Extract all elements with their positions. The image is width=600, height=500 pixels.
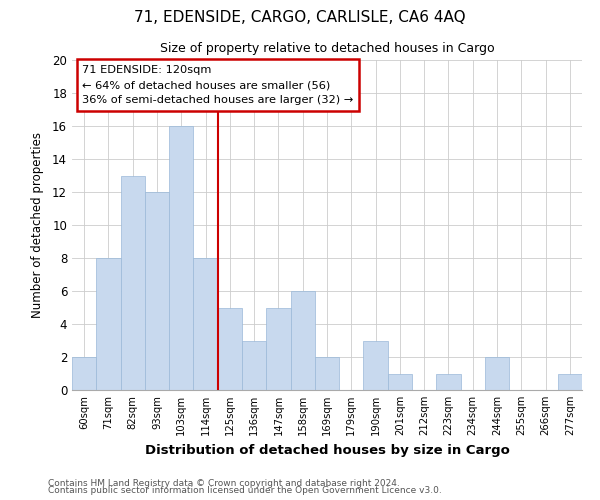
Bar [72,357,96,390]
Bar [193,258,218,390]
Bar [436,374,461,390]
Y-axis label: Number of detached properties: Number of detached properties [31,132,44,318]
Text: 71, EDENSIDE, CARGO, CARLISLE, CA6 4AQ: 71, EDENSIDE, CARGO, CARLISLE, CA6 4AQ [134,10,466,25]
X-axis label: Distribution of detached houses by size in Cargo: Distribution of detached houses by size … [145,444,509,456]
Title: Size of property relative to detached houses in Cargo: Size of property relative to detached ho… [160,42,494,54]
Bar [485,357,509,390]
Text: Contains public sector information licensed under the Open Government Licence v3: Contains public sector information licen… [48,486,442,495]
Bar [169,126,193,390]
Bar [242,340,266,390]
Bar [266,308,290,390]
Bar [218,308,242,390]
Bar [290,291,315,390]
Bar [96,258,121,390]
Bar [364,340,388,390]
Bar [145,192,169,390]
Text: 71 EDENSIDE: 120sqm
← 64% of detached houses are smaller (56)
36% of semi-detach: 71 EDENSIDE: 120sqm ← 64% of detached ho… [82,65,353,106]
Bar [388,374,412,390]
Text: Contains HM Land Registry data © Crown copyright and database right 2024.: Contains HM Land Registry data © Crown c… [48,478,400,488]
Bar [315,357,339,390]
Bar [558,374,582,390]
Bar [121,176,145,390]
